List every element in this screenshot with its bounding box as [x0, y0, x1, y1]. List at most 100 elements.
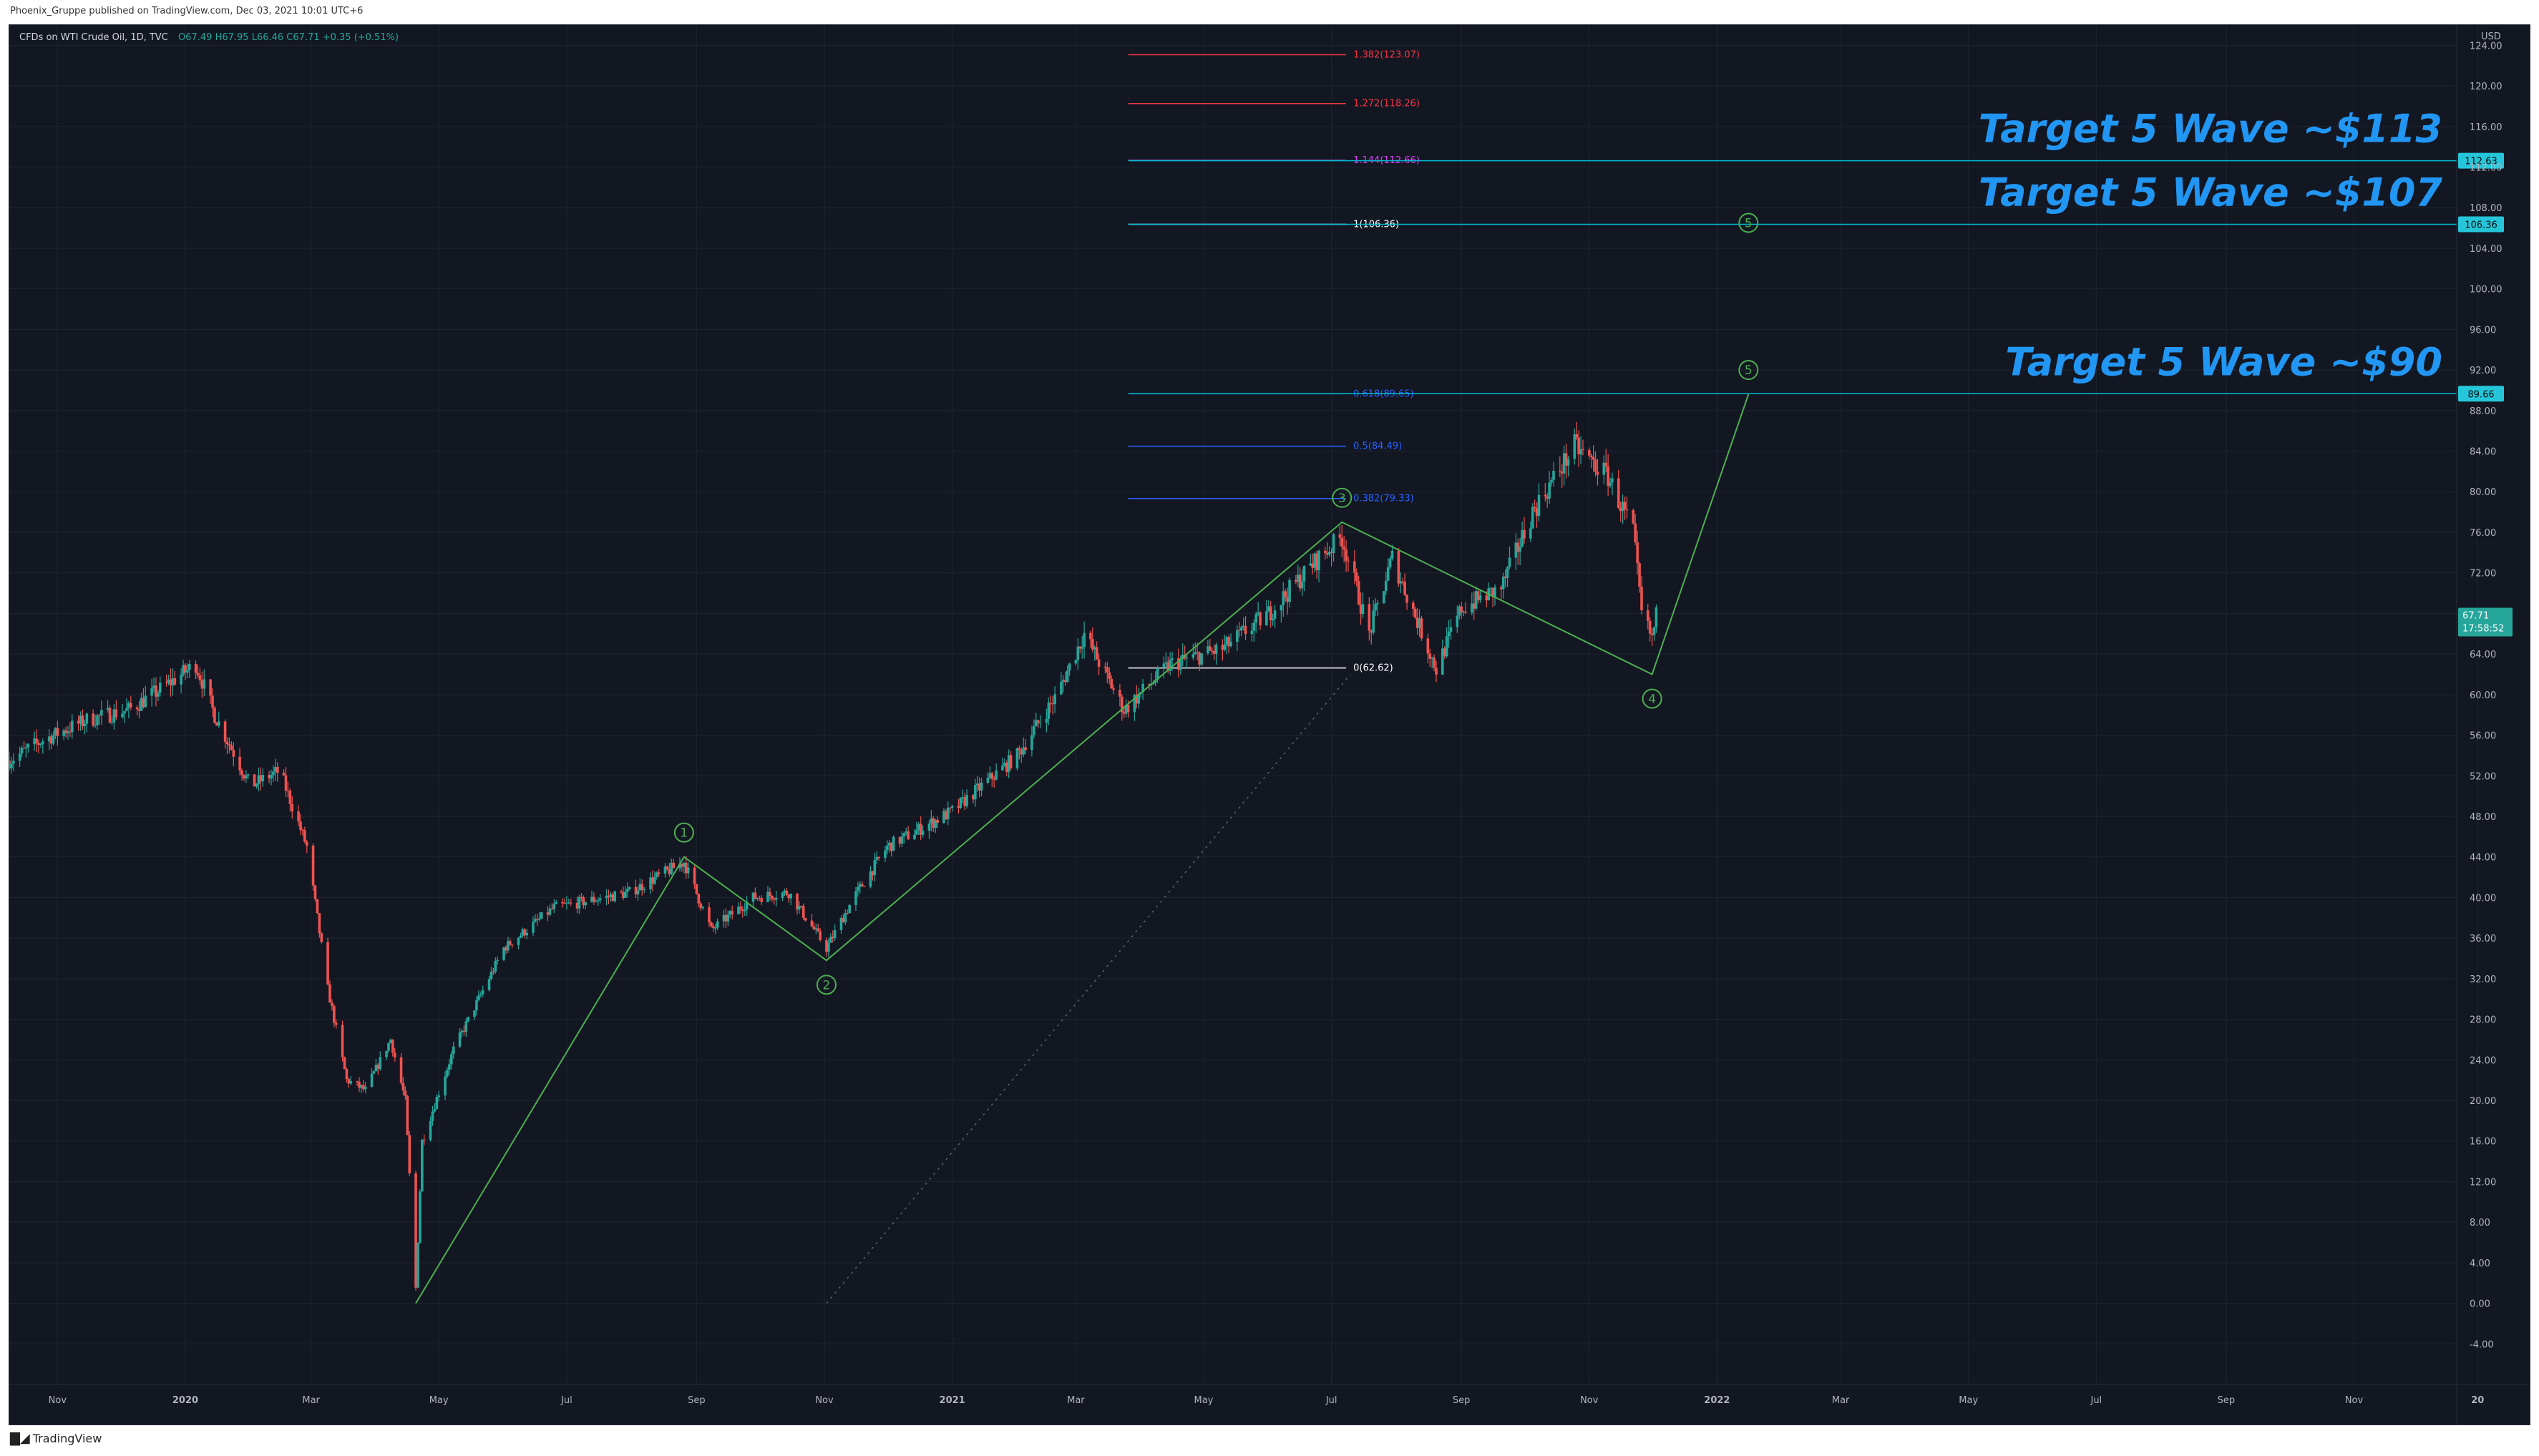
candle-body — [540, 912, 543, 919]
target-badge-label: 106.36 — [2465, 220, 2497, 230]
candle-body — [1646, 610, 1649, 621]
candle-body — [666, 866, 669, 870]
x-tick-label: Jul — [560, 1395, 572, 1406]
candle-body — [1284, 591, 1287, 597]
candle-body — [934, 819, 937, 828]
target-badge — [2458, 152, 2504, 169]
y-tick-label: 20.00 — [2470, 1096, 2496, 1107]
candle-body — [942, 811, 945, 824]
y-tick-label: 96.00 — [2470, 325, 2496, 336]
candle-body — [1327, 552, 1331, 555]
y-tick-label: 0.00 — [2470, 1299, 2490, 1310]
candle-body — [1342, 546, 1345, 550]
candle-body — [1390, 550, 1394, 559]
candle-body — [391, 1040, 394, 1053]
candle-body — [580, 896, 583, 898]
candle-body — [567, 902, 570, 904]
candle-body — [406, 1095, 409, 1135]
candle-body — [655, 872, 658, 877]
candle-body — [1250, 630, 1254, 635]
candle-body — [1441, 648, 1444, 675]
candle-body — [670, 862, 673, 874]
candle-body — [563, 903, 566, 904]
candle-body — [362, 1085, 365, 1090]
candle-body — [584, 902, 588, 906]
candle-body — [253, 774, 256, 787]
candle-body — [1504, 576, 1507, 578]
candle-body — [159, 683, 162, 693]
candle-body — [1242, 625, 1245, 627]
candle-body — [859, 884, 862, 887]
candle-body — [787, 894, 791, 899]
candle-body — [593, 896, 595, 902]
candle-body — [1501, 576, 1505, 590]
x-tick-label: 2021 — [940, 1395, 965, 1406]
candle-body — [188, 663, 191, 670]
candle-body — [672, 862, 676, 869]
candle-body — [320, 933, 323, 942]
candle-body — [519, 935, 522, 938]
candle-body — [1508, 557, 1511, 567]
candle-body — [693, 867, 696, 884]
candle-body — [1521, 529, 1524, 547]
candle-body — [1200, 653, 1203, 665]
candle-body — [1529, 528, 1532, 539]
target-lines[interactable]: 112.63 Target 5 Wave ~$113 106.36 Target 5 … — [1128, 107, 2504, 402]
elliott-wave-path[interactable]: 1 2 3 4 5 5 — [415, 212, 1759, 1304]
candle-body — [917, 824, 920, 830]
candle-body — [1426, 638, 1430, 654]
candle-body — [489, 971, 493, 979]
candle-body — [1164, 662, 1168, 664]
candle-body — [1562, 453, 1566, 474]
candle-body — [523, 929, 527, 936]
candle-body — [596, 900, 600, 902]
dotted-trendline — [826, 673, 1351, 1304]
target-wave-label: Target 5 Wave ~$107 — [1979, 170, 2443, 215]
candle-body — [112, 709, 116, 723]
candle-body — [1317, 550, 1320, 571]
candle-body — [751, 892, 755, 902]
candle-body — [678, 864, 681, 869]
candle-body — [1237, 630, 1241, 631]
candle-body — [930, 818, 933, 824]
candle-body — [1001, 765, 1004, 771]
candle-body — [774, 897, 778, 900]
candle-body — [988, 773, 992, 778]
candle-body — [458, 1032, 462, 1047]
candle-body — [1376, 602, 1379, 604]
candle-body — [1638, 563, 1641, 587]
candle-body — [1288, 580, 1291, 602]
candle-body — [1110, 678, 1113, 689]
candle-body — [1516, 542, 1520, 552]
candle-body — [804, 917, 807, 921]
tradingview-footer[interactable]: ▇◢ TradingView — [10, 1431, 102, 1446]
candle-body — [1399, 581, 1403, 584]
candle-body — [710, 922, 713, 927]
y-tick-label: 84.00 — [2470, 447, 2496, 458]
candle-body — [155, 685, 157, 697]
candle-body — [272, 771, 275, 776]
candle-body — [1621, 502, 1624, 512]
candle-body — [950, 806, 954, 808]
candle-body — [1347, 560, 1350, 562]
candle-body — [228, 744, 231, 746]
chart-panel[interactable]: 1.382(123.07) 1.272(118.26) 1.144(112.66) 1… — [8, 24, 2530, 1425]
candle-body — [1033, 726, 1035, 736]
candle-body — [936, 819, 939, 824]
candle-body — [98, 715, 101, 716]
y-tick-label: 116.00 — [2470, 122, 2503, 133]
candle-body — [1169, 660, 1171, 671]
candle-body — [399, 1057, 403, 1083]
candle-body — [651, 877, 654, 884]
candle-body — [297, 811, 300, 822]
candle-body — [1519, 546, 1521, 552]
candle-body — [318, 913, 321, 934]
candlestick-chart[interactable]: 1.382(123.07)1.272(118.26)1.144(112.66)1… — [8, 25, 2530, 1425]
candle-body — [625, 889, 629, 892]
candle-body — [873, 859, 877, 876]
candle-body — [125, 708, 128, 711]
candle-body — [1060, 681, 1063, 695]
candle-body — [521, 929, 525, 936]
wave-marker — [1738, 212, 1759, 233]
candle-body — [1374, 603, 1377, 611]
